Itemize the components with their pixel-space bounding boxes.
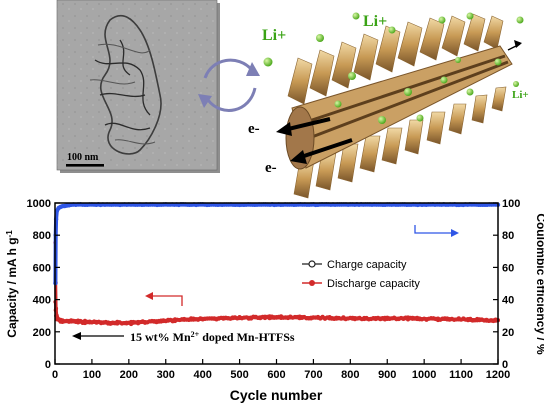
scale-bar-label: 100 nm bbox=[67, 152, 99, 163]
ion-label-3: Li+ bbox=[512, 89, 529, 101]
y-right-tick-label: 40 bbox=[502, 295, 514, 307]
tube-fins bbox=[287, 13, 507, 199]
cycling-chart: 0 100 200 300 400 500 600 700 800 900 1000 1100 1200… bbox=[5, 198, 544, 403]
y-right-tick-label: 0 bbox=[502, 359, 508, 371]
x-tick-label: 100 bbox=[83, 369, 101, 381]
x-tick-label: 1000 bbox=[412, 369, 436, 381]
series-line bbox=[53, 241, 499, 325]
x-tick-label: 200 bbox=[120, 369, 138, 381]
ion-labels: Li+ Li+ Li+ bbox=[262, 13, 529, 101]
x-tick-label: 0 bbox=[52, 369, 58, 381]
legend-charge-marker bbox=[308, 260, 316, 268]
x-tick-label: 800 bbox=[341, 369, 359, 381]
y-right-tick-label: 60 bbox=[502, 262, 514, 274]
series-discharge-capacity bbox=[53, 299, 500, 327]
x-tick-label: 900 bbox=[378, 369, 396, 381]
series-layer bbox=[53, 202, 501, 327]
ion-label-1: Li+ bbox=[262, 27, 286, 44]
axis-layer: 0 100 200 300 400 500 600 700 800 900 1000 1100 1200… bbox=[27, 198, 521, 381]
legend-charge-label: Charge capacity bbox=[327, 259, 407, 271]
x-tick-label: 1200 bbox=[486, 369, 510, 381]
tube-channel bbox=[299, 54, 509, 142]
x-tick-label: 300 bbox=[157, 369, 175, 381]
x-tick-label: 500 bbox=[230, 369, 248, 381]
lithium-ions bbox=[263, 12, 524, 124]
nanotube-schematic bbox=[285, 13, 522, 199]
legend-discharge-label: Discharge capacity bbox=[327, 278, 420, 290]
y-left-tick-label: 800 bbox=[33, 230, 51, 242]
x-tick-label: 700 bbox=[304, 369, 322, 381]
series-coulombic-efficiency bbox=[53, 202, 501, 286]
series-line bbox=[53, 202, 498, 284]
y-right-tick-label: 80 bbox=[502, 230, 514, 242]
chart-annotation: 15 wt% Mn2+ doped Mn-HTFSs bbox=[130, 330, 295, 344]
cycle-arrows-icon bbox=[198, 58, 260, 112]
axis-pointer-arrows bbox=[72, 225, 459, 340]
series-charge-capacity bbox=[53, 240, 500, 326]
y-left-tick-label: 400 bbox=[33, 295, 51, 307]
legend: Charge capacity Discharge capacity bbox=[302, 259, 420, 290]
x-tick-label: 1100 bbox=[449, 369, 473, 381]
x-axis-title: Cycle number bbox=[230, 387, 323, 403]
legend-discharge-marker bbox=[309, 280, 315, 286]
x-tick-label: 400 bbox=[193, 369, 211, 381]
y-left-tick-label: 200 bbox=[33, 327, 51, 339]
electron-arrows: e- e- bbox=[248, 117, 353, 176]
y-axis-left-title: Capacity / mA h g-1 bbox=[5, 230, 19, 338]
y-axis-right-title: Coulombic efficiency / % bbox=[534, 213, 544, 355]
electron-label-2: e- bbox=[265, 160, 277, 176]
y-right-tick-label: 20 bbox=[502, 327, 514, 339]
tem-image: 100 nm bbox=[56, 0, 220, 173]
y-left-tick-label: 0 bbox=[45, 359, 51, 371]
y-left-tick-label: 1000 bbox=[27, 198, 51, 210]
x-tick-label: 600 bbox=[267, 369, 285, 381]
y-right-tick-label: 100 bbox=[502, 198, 520, 210]
y-left-tick-label: 600 bbox=[33, 262, 51, 274]
electron-label-1: e- bbox=[248, 121, 260, 137]
ion-label-2: Li+ bbox=[363, 13, 387, 30]
